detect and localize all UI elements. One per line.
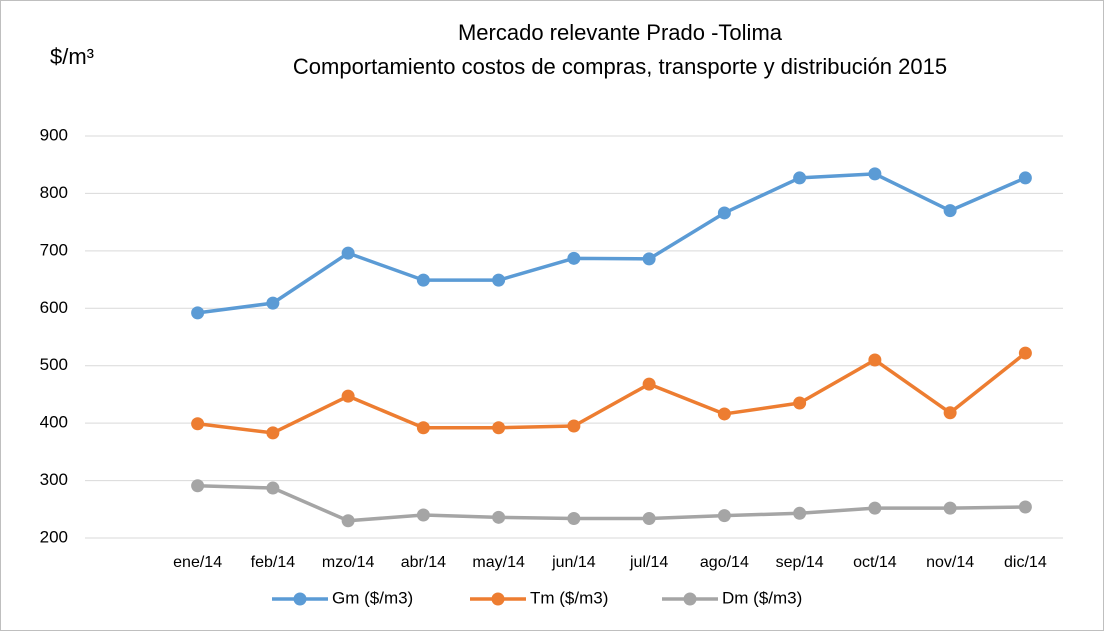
x-tick-label: may/14	[472, 554, 525, 571]
data-point	[943, 501, 957, 515]
legend-marker	[683, 592, 697, 606]
data-point	[1018, 346, 1032, 360]
data-point	[416, 508, 430, 522]
data-point	[266, 481, 280, 495]
data-point	[943, 204, 957, 218]
x-tick-label: ene/14	[173, 554, 222, 571]
x-tick-label: feb/14	[251, 554, 296, 571]
series-line	[197, 351, 1027, 435]
y-tick-label: 200	[40, 527, 68, 546]
y-axis-label: $/m³	[50, 44, 94, 69]
data-point	[266, 296, 280, 310]
series-line	[197, 483, 1026, 523]
data-point	[642, 511, 656, 525]
data-point	[717, 206, 731, 220]
data-point	[492, 273, 506, 287]
y-tick-label: 900	[40, 125, 68, 144]
legend-label: Gm ($/m3)	[332, 588, 413, 607]
data-point	[567, 419, 581, 433]
x-tick-label: ago/14	[700, 554, 749, 571]
y-tick-label: 500	[40, 355, 68, 374]
data-point	[341, 246, 355, 260]
x-tick-label: sep/14	[776, 554, 824, 571]
data-point	[868, 353, 882, 367]
data-point	[191, 306, 205, 320]
x-tick-label: nov/14	[926, 554, 974, 571]
x-tick-label: dic/14	[1004, 554, 1047, 571]
data-point	[1018, 171, 1032, 185]
data-point	[793, 171, 807, 185]
legend-marker	[293, 592, 307, 606]
data-point	[416, 421, 430, 435]
data-point	[642, 252, 656, 266]
data-point	[416, 273, 430, 287]
x-tick-label: jul/14	[629, 554, 668, 571]
data-point	[793, 506, 807, 520]
data-point	[943, 406, 957, 420]
data-point	[868, 501, 882, 515]
data-point	[266, 426, 280, 440]
legend-label: Dm ($/m3)	[722, 588, 802, 607]
x-tick-label: mzo/14	[322, 554, 375, 571]
data-point	[793, 396, 807, 410]
data-point	[341, 389, 355, 403]
y-tick-label: 300	[40, 470, 68, 489]
y-tick-label: 800	[40, 183, 68, 202]
data-point	[868, 167, 882, 181]
y-tick-label: 400	[40, 413, 68, 432]
x-tick-label: oct/14	[853, 554, 897, 571]
data-point	[717, 509, 731, 523]
data-point	[642, 377, 656, 391]
chart-subtitle: Comportamiento costos de compras, transp…	[293, 54, 947, 79]
y-tick-label: 700	[40, 240, 68, 259]
data-point	[567, 251, 581, 265]
data-point	[492, 421, 506, 435]
series-line	[197, 172, 1027, 315]
data-point	[191, 479, 205, 493]
x-tick-label: abr/14	[401, 554, 446, 571]
data-point	[717, 407, 731, 421]
data-point	[492, 510, 506, 524]
chart-title: Mercado relevante Prado -Tolima	[458, 20, 783, 45]
data-point	[1018, 500, 1032, 514]
data-point	[191, 417, 205, 431]
x-tick-label: jun/14	[551, 554, 596, 571]
legend-label: Tm ($/m3)	[530, 588, 608, 607]
data-point	[341, 514, 355, 528]
data-point	[567, 511, 581, 525]
y-tick-label: 600	[40, 298, 68, 317]
legend-marker	[491, 592, 505, 606]
